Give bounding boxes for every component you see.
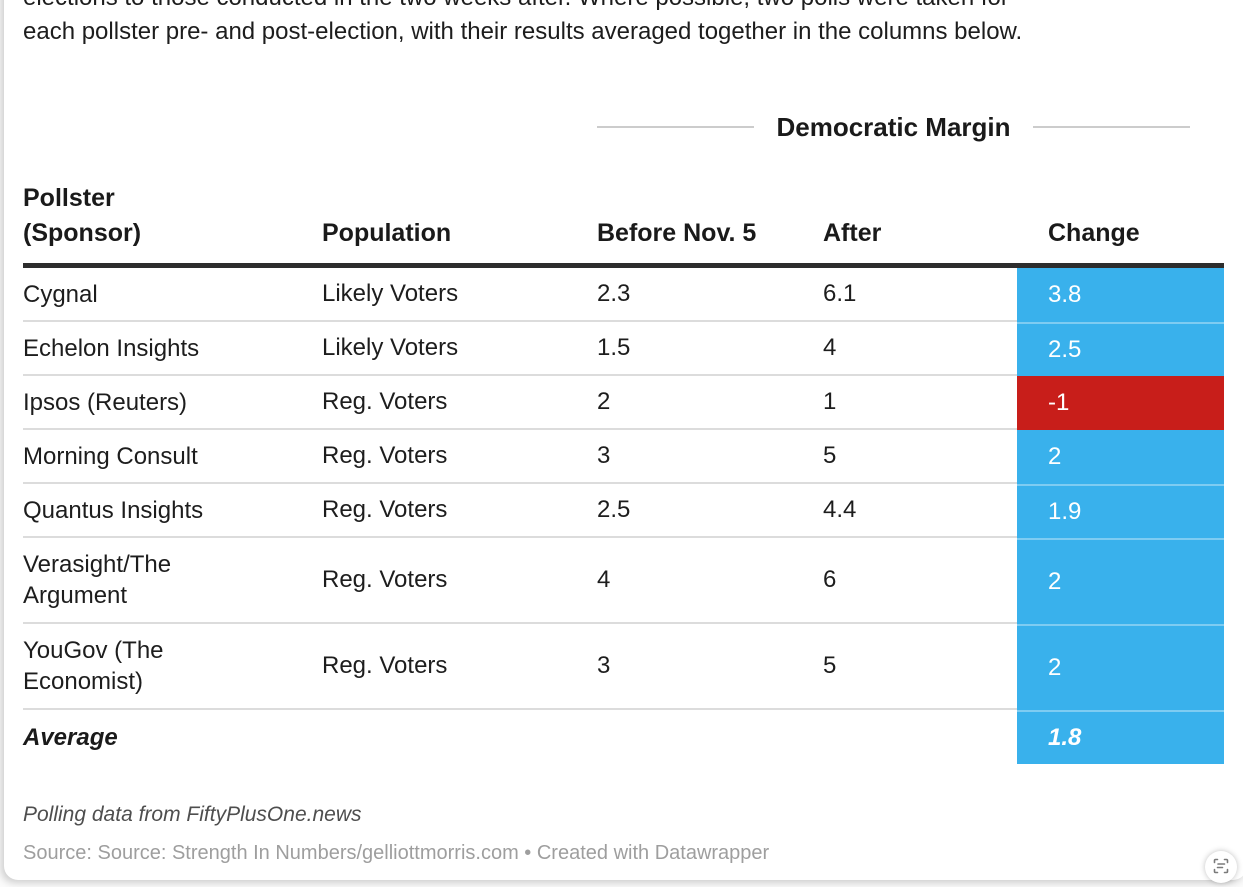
cell-average-label: Average (23, 723, 118, 751)
view-data-button[interactable] (1205, 851, 1237, 883)
table-row: Quantus Insights Reg. Voters 2.5 4.4 1.9 (23, 484, 1224, 538)
view-data-table-icon (1213, 858, 1229, 877)
column-header-population: Population (322, 219, 452, 247)
cell-before: 2.3 (597, 268, 823, 322)
table-row: Morning Consult Reg. Voters 3 5 2 (23, 430, 1224, 484)
cell-population: Reg. Voters (322, 376, 597, 430)
cell-population: Likely Voters (322, 322, 597, 376)
cell-after: 5 (823, 624, 1017, 710)
cell-change: 3.8 (1017, 268, 1224, 322)
cell-before: 2 (597, 376, 823, 430)
table-row: Echelon Insights Likely Voters 1.5 4 2.5 (23, 322, 1224, 376)
table-row-average: Average 1.8 (23, 710, 1224, 764)
source-line: Source: Source: Strength In Numbers/gell… (23, 842, 770, 864)
cell-pollster: Echelon Insights (23, 322, 322, 376)
header-rule-left (597, 126, 755, 128)
cell-population: Reg. Voters (322, 624, 597, 710)
table-row: YouGov (The Economist) Reg. Voters 3 5 2 (23, 624, 1224, 710)
column-header-after: After (823, 219, 882, 247)
column-header-pollster: Pollster (Sponsor) (23, 184, 142, 247)
intro-line-1: elections to those conducted in the two … (23, 0, 1022, 15)
header-rule-right (1032, 126, 1191, 128)
cell-before: 4 (597, 538, 823, 624)
cell-population: Reg. Voters (322, 430, 597, 484)
table-row: Ipsos (Reuters) Reg. Voters 2 1 -1 (23, 376, 1224, 430)
cell-empty (597, 710, 823, 764)
cell-change: 2 (1017, 624, 1224, 710)
intro-text: elections to those conducted in the two … (23, 0, 1022, 49)
cell-after: 4.4 (823, 484, 1017, 538)
cell-population: Reg. Voters (322, 538, 597, 624)
cell-population: Reg. Voters (322, 484, 597, 538)
cell-before: 1.5 (597, 322, 823, 376)
column-header-before: Before Nov. 5 (597, 219, 757, 247)
cell-pollster: Quantus Insights (23, 484, 322, 538)
cell-after: 6 (823, 538, 1017, 624)
table-caption: Polling data from FiftyPlusOne.news (23, 803, 362, 826)
cell-pollster: YouGov (The Economist) (23, 624, 322, 710)
group-header-democratic-margin: Democratic Margin (597, 108, 1191, 146)
cell-empty (322, 710, 597, 764)
cell-average-change: 1.8 (1017, 710, 1224, 764)
cell-change: 2 (1017, 538, 1224, 624)
table-row: Cygnal Likely Voters 2.3 6.1 3.8 (23, 268, 1224, 322)
column-header-change: Change (1048, 219, 1140, 247)
cell-after: 6.1 (823, 268, 1017, 322)
table-row: Verasight/The Argument Reg. Voters 4 6 2 (23, 538, 1224, 624)
cell-after: 1 (823, 376, 1017, 430)
cell-after: 5 (823, 430, 1017, 484)
cell-before: 3 (597, 624, 823, 710)
cell-population: Likely Voters (322, 268, 597, 322)
intro-line-2: each pollster pre- and post-election, wi… (23, 18, 1023, 45)
cell-change: 1.9 (1017, 484, 1224, 538)
cell-pollster: Cygnal (23, 268, 322, 322)
cell-change: -1 (1017, 376, 1224, 430)
cell-change: 2 (1017, 430, 1224, 484)
table-body: Cygnal Likely Voters 2.3 6.1 3.8 Echelon… (23, 268, 1224, 764)
group-header-title: Democratic Margin (776, 111, 1011, 142)
cell-after: 4 (823, 322, 1017, 376)
polling-table: Pollster (Sponsor) Population Before Nov… (23, 168, 1224, 764)
cell-pollster: Morning Consult (23, 430, 322, 484)
cell-before: 2.5 (597, 484, 823, 538)
cell-change: 2.5 (1017, 322, 1224, 376)
table-header-row: Pollster (Sponsor) Population Before Nov… (23, 168, 1224, 268)
cell-before: 3 (597, 430, 823, 484)
cell-pollster: Ipsos (Reuters) (23, 376, 322, 430)
cell-pollster: Verasight/The Argument (23, 538, 322, 624)
cell-empty (823, 710, 1017, 764)
